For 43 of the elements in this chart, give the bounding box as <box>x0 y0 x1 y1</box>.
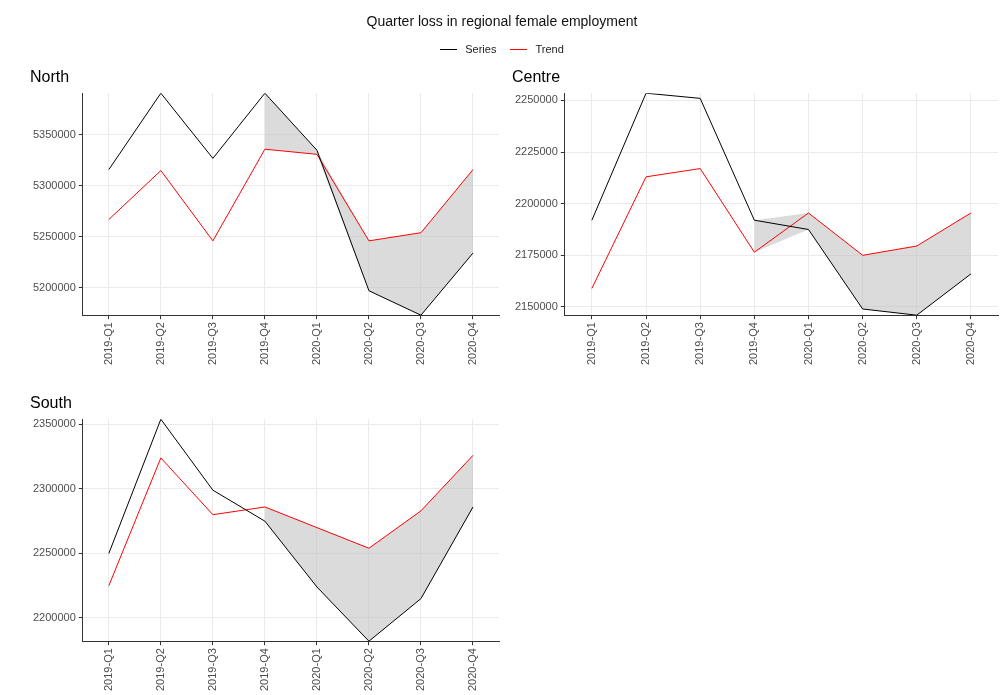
y-tick-label: 2150000 <box>515 299 558 312</box>
x-tick-label: 2019-Q1 <box>584 322 597 365</box>
x-tick-label: 2019-Q1 <box>101 322 114 365</box>
x-tick-label: 2020-Q1 <box>801 322 814 365</box>
x-tick-label: 2020-Q1 <box>309 322 322 365</box>
x-tick-label: 2020-Q4 <box>466 648 479 691</box>
x-tick-label: 2020-Q1 <box>309 648 322 691</box>
y-tick-label: 2175000 <box>515 248 558 261</box>
x-tick-label: 2019-Q3 <box>205 322 218 365</box>
text: Quarter loss in regional female employment <box>365 13 639 29</box>
y-tick-label: 5350000 <box>33 127 76 140</box>
chart-title: North <box>30 68 70 86</box>
x-tick-label: 2019-Q4 <box>257 322 270 365</box>
y-tick-label: 2225000 <box>515 145 558 158</box>
x-tick-label: 2019-Q4 <box>257 648 270 691</box>
x-tick-label: 2020-Q4 <box>466 322 479 365</box>
y-tick-label: 2250000 <box>515 93 558 106</box>
chart-title: South <box>30 394 72 412</box>
x-tick-label: 2020-Q2 <box>855 322 868 365</box>
x-tick-label: 2020-Q2 <box>361 322 374 365</box>
legend-label: Trend <box>535 43 564 55</box>
chart-title: Centre <box>512 68 561 86</box>
y-tick-label: 5200000 <box>33 280 76 293</box>
y-tick-label: 2300000 <box>33 481 76 494</box>
y-tick-label: 2250000 <box>33 546 76 559</box>
x-tick-label: 2020-Q3 <box>414 322 426 365</box>
x-tick-label: 2019-Q2 <box>639 322 652 365</box>
y-tick-label: 2350000 <box>33 417 76 430</box>
x-tick-label: 2019-Q3 <box>205 648 218 691</box>
y-tick-label: 2200000 <box>515 196 558 209</box>
x-tick-label: 2020-Q2 <box>361 648 374 691</box>
x-tick-label: 2019-Q3 <box>693 322 706 365</box>
x-tick-label: 2019-Q2 <box>153 322 166 365</box>
x-tick-label: 2020-Q4 <box>963 322 976 365</box>
x-tick-label: 2020-Q3 <box>414 648 426 691</box>
x-tick-label: 2019-Q1 <box>101 648 114 691</box>
y-tick-label: 5300000 <box>33 178 76 191</box>
legend-label: Series <box>465 43 497 55</box>
y-tick-label: 2200000 <box>33 610 76 623</box>
y-tick-label: 5250000 <box>33 229 76 242</box>
x-tick-label: 2020-Q3 <box>909 322 922 365</box>
x-tick-label: 2019-Q2 <box>153 648 166 691</box>
x-tick-label: 2019-Q4 <box>747 322 760 365</box>
